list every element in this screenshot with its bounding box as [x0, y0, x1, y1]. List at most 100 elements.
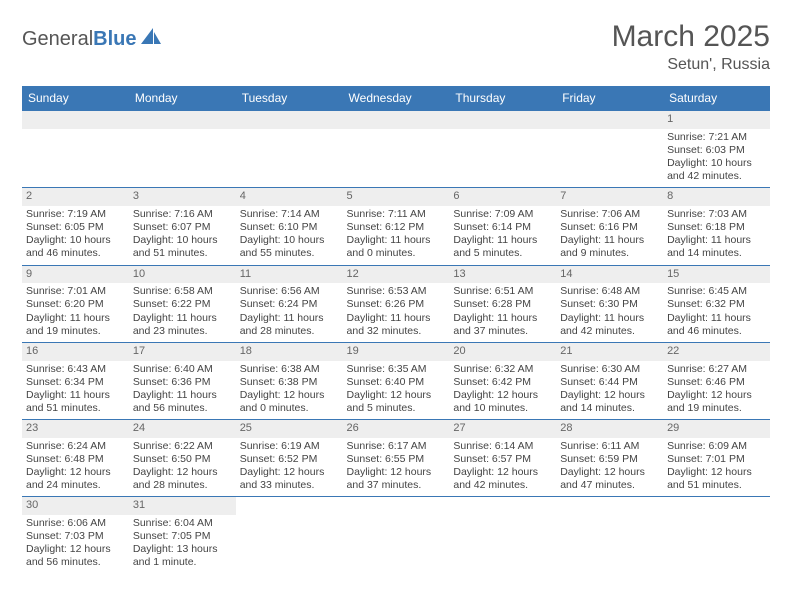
- calendar-cell: 22Sunrise: 6:27 AMSunset: 6:46 PMDayligh…: [663, 342, 770, 419]
- calendar-week-row: 2Sunrise: 7:19 AMSunset: 6:05 PMDaylight…: [22, 188, 770, 265]
- day-number: 30: [22, 497, 129, 515]
- sunset-text: Sunset: 6:24 PM: [240, 298, 339, 311]
- sunrise-text: Sunrise: 6:11 AM: [560, 440, 659, 453]
- sunset-text: Sunset: 6:32 PM: [667, 298, 766, 311]
- day-number: 4: [236, 188, 343, 206]
- daylight-text: and 5 minutes.: [347, 402, 446, 415]
- sunset-text: Sunset: 6:14 PM: [453, 221, 552, 234]
- sunrise-text: Sunrise: 6:45 AM: [667, 285, 766, 298]
- calendar-cell: 30Sunrise: 6:06 AMSunset: 7:03 PMDayligh…: [22, 497, 129, 574]
- calendar-cell: 25 Sunrise: 6:19 AMSunset: 6:52 PMDayligh…: [236, 420, 343, 497]
- sunrise-text: Sunrise: 7:19 AM: [26, 208, 125, 221]
- sunset-text: Sunset: 6:38 PM: [240, 376, 339, 389]
- calendar-cell: 19Sunrise: 6:35 AMSunset: 6:40 PMDayligh…: [343, 342, 450, 419]
- day-number: 9: [22, 266, 129, 284]
- sunset-text: Sunset: 6:18 PM: [667, 221, 766, 234]
- sunset-text: Sunset: 6:26 PM: [347, 298, 446, 311]
- sunrise-text: Sunrise: 6:09 AM: [667, 440, 766, 453]
- sunset-text: Sunset: 6:05 PM: [26, 221, 125, 234]
- sunrise-text: Sunrise: 6:58 AM: [133, 285, 232, 298]
- header: General Blue March 2025 Setun', Russia: [22, 20, 770, 74]
- daylight-text: Daylight: 11 hours: [26, 389, 125, 402]
- daylight-text: and 23 minutes.: [133, 325, 232, 338]
- daylight-text: and 46 minutes.: [667, 325, 766, 338]
- day-number: 26: [343, 420, 450, 438]
- calendar-cell: 3Sunrise: 7:16 AMSunset: 6:07 PMDaylight…: [129, 188, 236, 265]
- sunset-text: Sunset: 7:01 PM: [667, 453, 766, 466]
- day-number: 5: [343, 188, 450, 206]
- sunrise-text: Sunrise: 6:17 AM: [347, 440, 446, 453]
- daylight-text: Daylight: 12 hours: [26, 466, 125, 479]
- calendar-cell: 11Sunrise: 6:56 AMSunset: 6:24 PMDayligh…: [236, 265, 343, 342]
- calendar-cell: [343, 111, 450, 188]
- daylight-text: and 51 minutes.: [133, 247, 232, 260]
- calendar-cell: [449, 497, 556, 574]
- daylight-text: Daylight: 12 hours: [560, 389, 659, 402]
- calendar-cell: 4Sunrise: 7:14 AMSunset: 6:10 PMDaylight…: [236, 188, 343, 265]
- daylight-text: Daylight: 11 hours: [453, 234, 552, 247]
- daylight-text: Daylight: 12 hours: [347, 466, 446, 479]
- day-number: 6: [449, 188, 556, 206]
- daylight-text: Daylight: 11 hours: [667, 234, 766, 247]
- sunrise-text: Sunrise: 6:48 AM: [560, 285, 659, 298]
- calendar-cell: 28Sunrise: 6:11 AMSunset: 6:59 PMDayligh…: [556, 420, 663, 497]
- sunset-text: Sunset: 6:03 PM: [667, 144, 766, 157]
- daylight-text: and 56 minutes.: [26, 556, 125, 569]
- sunset-text: Sunset: 6:57 PM: [453, 453, 552, 466]
- calendar-week-row: 9Sunrise: 7:01 AMSunset: 6:20 PMDaylight…: [22, 265, 770, 342]
- daylight-text: and 37 minutes.: [453, 325, 552, 338]
- weekday-header: Friday: [556, 86, 663, 111]
- day-number: 7: [556, 188, 663, 206]
- sunrise-text: Sunrise: 6:53 AM: [347, 285, 446, 298]
- sunset-text: Sunset: 6:30 PM: [560, 298, 659, 311]
- daylight-text: and 51 minutes.: [26, 402, 125, 415]
- calendar-week-row: 16Sunrise: 6:43 AMSunset: 6:34 PMDayligh…: [22, 342, 770, 419]
- sunrise-text: Sunrise: 6:27 AM: [667, 363, 766, 376]
- sunrise-text: Sunrise: 6:38 AM: [240, 363, 339, 376]
- calendar-cell: 21Sunrise: 6:30 AMSunset: 6:44 PMDayligh…: [556, 342, 663, 419]
- sunset-text: Sunset: 6:52 PM: [240, 453, 339, 466]
- day-number: 20: [449, 343, 556, 361]
- sunset-text: Sunset: 6:12 PM: [347, 221, 446, 234]
- sunrise-text: Sunrise: 6:06 AM: [26, 517, 125, 530]
- empty-day-header: [449, 111, 556, 129]
- sunset-text: Sunset: 6:48 PM: [26, 453, 125, 466]
- calendar-cell: 8Sunrise: 7:03 AMSunset: 6:18 PMDaylight…: [663, 188, 770, 265]
- weekday-header: Wednesday: [343, 86, 450, 111]
- day-number: 22: [663, 343, 770, 361]
- sunset-text: Sunset: 6:50 PM: [133, 453, 232, 466]
- day-number: 10: [129, 266, 236, 284]
- daylight-text: Daylight: 11 hours: [133, 312, 232, 325]
- sunset-text: Sunset: 6:10 PM: [240, 221, 339, 234]
- daylight-text: Daylight: 13 hours: [133, 543, 232, 556]
- daylight-text: Daylight: 12 hours: [453, 389, 552, 402]
- day-number: 19: [343, 343, 450, 361]
- day-number: 8: [663, 188, 770, 206]
- daylight-text: and 14 minutes.: [560, 402, 659, 415]
- calendar-cell: 7Sunrise: 7:06 AMSunset: 6:16 PMDaylight…: [556, 188, 663, 265]
- sunset-text: Sunset: 6:44 PM: [560, 376, 659, 389]
- calendar-cell: 16Sunrise: 6:43 AMSunset: 6:34 PMDayligh…: [22, 342, 129, 419]
- day-number: 31: [129, 497, 236, 515]
- day-number: 25: [236, 420, 343, 438]
- daylight-text: Daylight: 10 hours: [240, 234, 339, 247]
- logo-text-blue: Blue: [93, 28, 136, 51]
- daylight-text: Daylight: 12 hours: [560, 466, 659, 479]
- day-number: 21: [556, 343, 663, 361]
- calendar-cell: 6Sunrise: 7:09 AMSunset: 6:14 PMDaylight…: [449, 188, 556, 265]
- daylight-text: Daylight: 12 hours: [240, 466, 339, 479]
- daylight-text: and 55 minutes.: [240, 247, 339, 260]
- calendar-cell: 1Sunrise: 7:21 AMSunset: 6:03 PMDaylight…: [663, 111, 770, 188]
- calendar-cell: 10Sunrise: 6:58 AMSunset: 6:22 PMDayligh…: [129, 265, 236, 342]
- calendar-cell: [22, 111, 129, 188]
- sunset-text: Sunset: 6:07 PM: [133, 221, 232, 234]
- day-number: 13: [449, 266, 556, 284]
- logo: General Blue: [22, 28, 163, 51]
- daylight-text: Daylight: 12 hours: [667, 389, 766, 402]
- empty-day-header: [22, 111, 129, 129]
- daylight-text: Daylight: 11 hours: [26, 312, 125, 325]
- sunrise-text: Sunrise: 6:19 AM: [240, 440, 339, 453]
- day-number: 11: [236, 266, 343, 284]
- day-number: 14: [556, 266, 663, 284]
- weekday-header: Tuesday: [236, 86, 343, 111]
